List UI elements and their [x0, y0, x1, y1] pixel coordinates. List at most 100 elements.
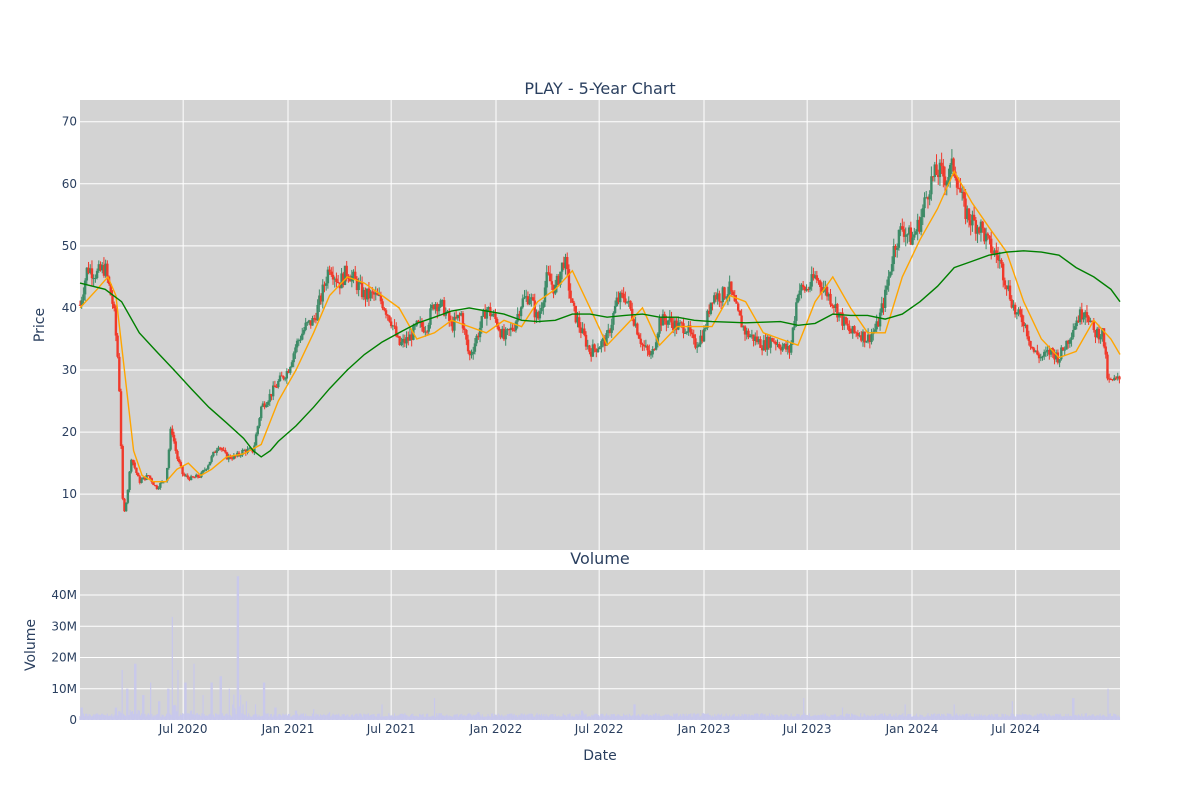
candle-body	[154, 485, 157, 487]
candle-body	[1005, 285, 1008, 290]
candle-body	[680, 322, 683, 324]
candle-body	[222, 449, 225, 451]
volume-bar	[604, 715, 607, 720]
volume-bar	[654, 713, 657, 720]
volume-bar	[975, 716, 977, 720]
volume-bar	[414, 715, 416, 720]
volume-bar	[1068, 716, 1070, 720]
volume-bar	[522, 714, 524, 720]
volume-bar	[413, 715, 415, 720]
candle-body	[1034, 350, 1037, 352]
candle-body	[909, 227, 913, 245]
candle-body	[849, 331, 853, 334]
volume-bar	[987, 715, 989, 720]
volume-bar	[1076, 716, 1078, 720]
candle-body	[389, 321, 393, 327]
volume-bar	[747, 716, 749, 720]
candle-body	[1049, 348, 1053, 355]
volume-bar	[803, 698, 805, 720]
candle-body	[560, 262, 564, 272]
volume-bar	[1089, 715, 1091, 720]
candle-body	[637, 334, 641, 339]
volume-bar	[217, 714, 219, 720]
candle-body	[868, 334, 872, 343]
volume-bar	[1047, 716, 1049, 720]
volume-bar	[751, 714, 754, 720]
x-tick-label: Jul 2020	[158, 722, 208, 736]
candle-body	[945, 181, 948, 186]
candle-body	[242, 449, 246, 451]
candle-body	[138, 476, 142, 483]
candle-body	[437, 306, 441, 312]
volume-bar	[849, 716, 852, 720]
volume-bar	[863, 713, 865, 720]
volume-bar	[935, 715, 937, 720]
volume-bar	[577, 715, 579, 720]
volume-bar	[625, 715, 627, 720]
volume-bar	[1109, 713, 1111, 720]
candle-body	[1068, 339, 1072, 344]
candle-body	[258, 418, 261, 427]
volume-bar	[95, 713, 97, 720]
volume-bar	[962, 714, 964, 720]
volume-bar	[798, 714, 800, 720]
candle-body	[974, 220, 978, 234]
volume-bar	[959, 714, 961, 720]
candle-body	[690, 332, 694, 335]
volume-bar	[431, 715, 433, 720]
volume-bar	[90, 716, 92, 720]
volume-bar	[403, 714, 405, 720]
volume-bar	[153, 715, 155, 720]
candle-body	[536, 312, 540, 319]
volume-bar	[1101, 715, 1103, 720]
candle-body	[960, 191, 964, 193]
volume-bar	[562, 713, 564, 720]
candle-body	[827, 293, 830, 297]
volume-bar	[631, 716, 633, 720]
candle-body	[687, 325, 690, 332]
volume-bar	[847, 714, 849, 720]
volume-bar	[529, 713, 531, 720]
volume-bar	[237, 576, 240, 720]
volume-bar	[765, 716, 767, 720]
volume-bar	[543, 714, 545, 720]
candle-body	[854, 332, 858, 334]
volume-bar	[639, 715, 641, 720]
volume-bar	[1031, 715, 1033, 720]
candle-body	[128, 471, 131, 490]
candle-body	[521, 298, 524, 308]
x-tick-label: Jul 2024	[990, 722, 1040, 736]
volume-bar	[275, 707, 277, 720]
candle-body	[424, 331, 427, 333]
candle-body	[962, 191, 966, 199]
candle-body	[964, 198, 967, 220]
candle-body	[220, 448, 224, 450]
volume-bar	[764, 713, 766, 720]
candle-body	[709, 302, 713, 314]
candle-body	[634, 323, 637, 326]
candle-body	[1012, 304, 1015, 308]
candle-body	[547, 272, 550, 274]
volume-bar	[1111, 716, 1114, 720]
volume-bar	[114, 707, 116, 720]
candle-body	[567, 269, 571, 291]
volume-bar	[340, 716, 342, 720]
candle-body	[1031, 346, 1034, 349]
volume-bar	[196, 713, 198, 720]
volume-bar	[298, 715, 300, 720]
volume-bar	[158, 701, 160, 720]
volume-bar	[938, 713, 940, 720]
volume-bar	[262, 682, 265, 720]
volume-bar	[205, 715, 208, 720]
volume-bar	[1032, 716, 1034, 720]
volume-bar	[806, 714, 808, 720]
candle-body	[557, 275, 560, 285]
volume-bar	[395, 716, 397, 720]
volume-bar	[390, 715, 392, 720]
candle-body	[494, 313, 497, 319]
candle-body	[304, 322, 307, 330]
volume-bar	[523, 713, 526, 720]
candle-body	[699, 335, 702, 345]
volume-bar	[817, 714, 820, 720]
volume-bar	[782, 716, 784, 720]
